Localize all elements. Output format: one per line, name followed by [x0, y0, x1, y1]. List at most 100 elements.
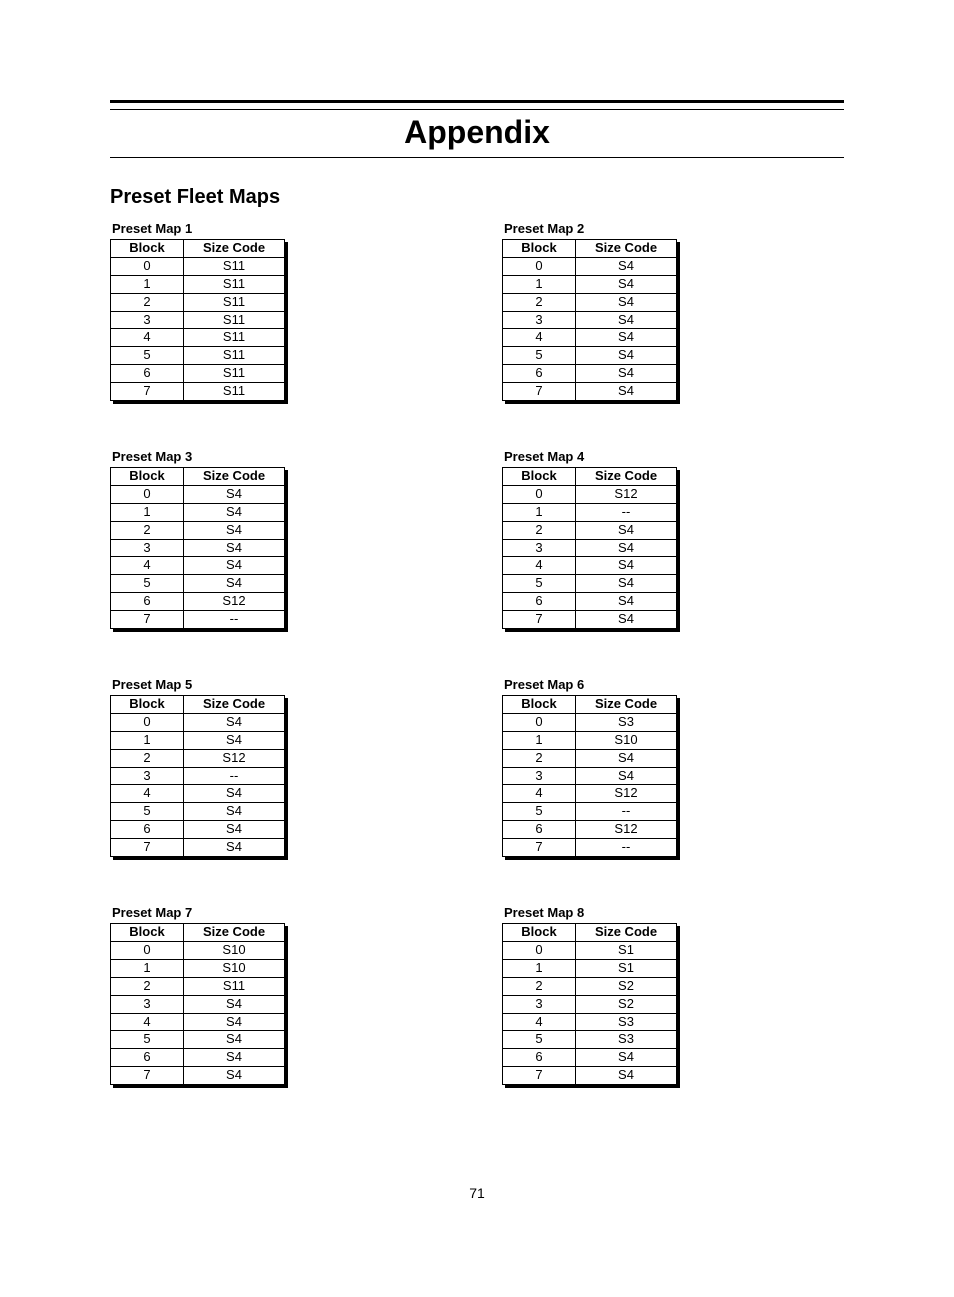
cell-size-code: --	[576, 803, 677, 821]
cell-size-code: S11	[184, 311, 285, 329]
cell-size-code: S4	[184, 839, 285, 857]
cell-size-code: S3	[576, 1013, 677, 1031]
cell-size-code: S4	[576, 365, 677, 383]
cell-size-code: S11	[184, 275, 285, 293]
table-row: 5S3	[503, 1031, 677, 1049]
cell-block: 5	[111, 347, 184, 365]
preset-map-label: Preset Map 2	[502, 221, 584, 236]
cell-block: 6	[111, 821, 184, 839]
cell-block: 6	[503, 821, 576, 839]
cell-block: 2	[503, 521, 576, 539]
column-header-size-code: Size Code	[576, 240, 677, 258]
table-row: 4S4	[503, 557, 677, 575]
preset-map-table: BlockSize Code0S101S102S113S44S45S46S47S…	[110, 923, 285, 1085]
table-row: 3S4	[503, 311, 677, 329]
cell-block: 3	[111, 539, 184, 557]
cell-block: 1	[503, 503, 576, 521]
preset-map-table: BlockSize Code0S41S42S43S44S45S46S47S4	[502, 239, 677, 401]
cell-size-code: S2	[576, 977, 677, 995]
cell-size-code: S4	[184, 575, 285, 593]
table-row: 7S11	[111, 383, 285, 401]
preset-map-label: Preset Map 4	[502, 449, 584, 464]
cell-block: 6	[111, 365, 184, 383]
table-row: 0S4	[503, 257, 677, 275]
table-row: 2S4	[503, 749, 677, 767]
table-row: 1S10	[111, 959, 285, 977]
cell-block: 1	[503, 275, 576, 293]
table-row: 4S4	[111, 557, 285, 575]
cell-block: 5	[503, 1031, 576, 1049]
cell-size-code: S4	[576, 767, 677, 785]
cell-size-code: S11	[184, 383, 285, 401]
cell-block: 0	[503, 485, 576, 503]
table-row: 4S4	[503, 329, 677, 347]
column-header-block: Block	[503, 468, 576, 486]
preset-map-label: Preset Map 3	[110, 449, 192, 464]
cell-size-code: S1	[576, 959, 677, 977]
table-row: 0S1	[503, 941, 677, 959]
table-row: 2S12	[111, 749, 285, 767]
cell-size-code: S4	[184, 785, 285, 803]
cell-block: 3	[503, 311, 576, 329]
table-row: 3S11	[111, 311, 285, 329]
cell-size-code: S4	[576, 293, 677, 311]
cell-size-code: S4	[184, 1049, 285, 1067]
column-header-size-code: Size Code	[184, 240, 285, 258]
table-row: 2S11	[111, 977, 285, 995]
cell-size-code: S10	[184, 941, 285, 959]
cell-size-code: S4	[184, 803, 285, 821]
cell-block: 1	[503, 731, 576, 749]
preset-map-table: BlockSize Code0S41S42S43S44S45S46S127--	[110, 467, 285, 629]
cell-size-code: S10	[184, 959, 285, 977]
cell-block: 1	[111, 731, 184, 749]
cell-size-code: S11	[184, 347, 285, 365]
table-row: 1S4	[111, 731, 285, 749]
cell-size-code: S4	[576, 575, 677, 593]
column-header-block: Block	[111, 696, 184, 714]
table-row: 5S4	[111, 803, 285, 821]
cell-block: 2	[503, 293, 576, 311]
preset-map-block: Preset Map 5BlockSize Code0S41S42S123--4…	[110, 677, 452, 857]
cell-size-code: S4	[184, 521, 285, 539]
cell-size-code: S3	[576, 1031, 677, 1049]
cell-size-code: S4	[576, 611, 677, 629]
cell-size-code: S4	[184, 1013, 285, 1031]
table-row: 1S4	[503, 275, 677, 293]
cell-size-code: S4	[576, 275, 677, 293]
table-row: 4S12	[503, 785, 677, 803]
table-row: 7S4	[111, 839, 285, 857]
cell-block: 4	[503, 1013, 576, 1031]
table-row: 0S4	[111, 713, 285, 731]
column-header-block: Block	[503, 240, 576, 258]
cell-size-code: S4	[576, 1049, 677, 1067]
preset-map-block: Preset Map 7BlockSize Code0S101S102S113S…	[110, 905, 452, 1085]
cell-block: 3	[111, 767, 184, 785]
cell-block: 4	[111, 329, 184, 347]
table-row: 2S11	[111, 293, 285, 311]
cell-size-code: S4	[184, 503, 285, 521]
column-header-block: Block	[111, 468, 184, 486]
cell-block: 4	[503, 557, 576, 575]
table-row: 1--	[503, 503, 677, 521]
table-row: 7S4	[111, 1067, 285, 1085]
cell-block: 7	[111, 1067, 184, 1085]
cell-block: 0	[111, 713, 184, 731]
cell-size-code: S11	[184, 329, 285, 347]
cell-size-code: S4	[184, 1031, 285, 1049]
cell-block: 4	[111, 785, 184, 803]
cell-size-code: S4	[576, 311, 677, 329]
cell-block: 1	[111, 275, 184, 293]
table-row: 7--	[503, 839, 677, 857]
cell-size-code: S4	[576, 749, 677, 767]
cell-block: 0	[503, 713, 576, 731]
cell-block: 1	[111, 959, 184, 977]
cell-size-code: S4	[576, 521, 677, 539]
cell-size-code: S4	[576, 257, 677, 275]
column-header-block: Block	[111, 240, 184, 258]
cell-block: 2	[111, 521, 184, 539]
cell-block: 5	[503, 347, 576, 365]
cell-block: 7	[503, 839, 576, 857]
cell-size-code: S12	[184, 593, 285, 611]
table-row: 6S12	[111, 593, 285, 611]
cell-block: 5	[111, 575, 184, 593]
